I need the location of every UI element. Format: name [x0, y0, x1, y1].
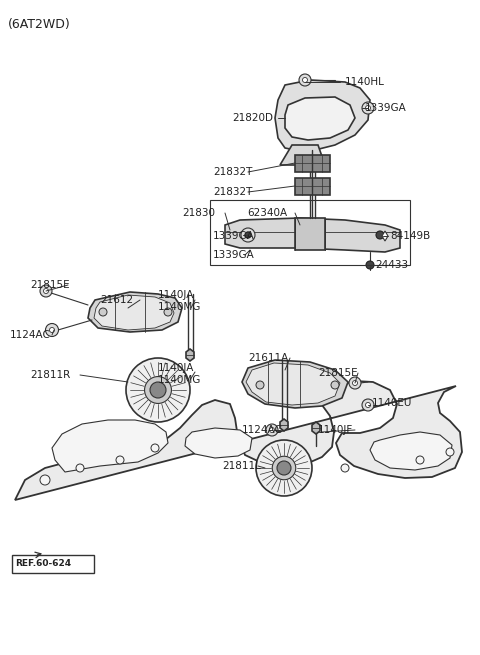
Polygon shape — [94, 295, 174, 330]
Text: (6AT2WD): (6AT2WD) — [8, 18, 71, 31]
Circle shape — [331, 381, 339, 389]
Circle shape — [446, 448, 454, 456]
Text: 1140JF: 1140JF — [318, 425, 353, 435]
Polygon shape — [52, 420, 168, 472]
Polygon shape — [185, 428, 252, 458]
Text: 1140JA: 1140JA — [158, 290, 194, 300]
Text: 1124AC: 1124AC — [242, 425, 283, 435]
Polygon shape — [15, 381, 462, 500]
Circle shape — [151, 444, 159, 452]
Polygon shape — [280, 419, 288, 431]
Circle shape — [269, 428, 275, 432]
Text: 1140HL: 1140HL — [345, 77, 385, 87]
Circle shape — [48, 326, 56, 334]
Circle shape — [364, 401, 372, 409]
Circle shape — [144, 377, 171, 403]
Circle shape — [362, 399, 374, 411]
Text: 1140EU: 1140EU — [372, 398, 412, 408]
Text: 21820D: 21820D — [232, 113, 273, 123]
Circle shape — [256, 381, 264, 389]
Text: 21832T: 21832T — [213, 187, 252, 197]
Circle shape — [244, 231, 252, 239]
Bar — [12, 555, 94, 573]
Circle shape — [301, 76, 309, 84]
Circle shape — [150, 382, 166, 398]
Circle shape — [268, 426, 276, 434]
Circle shape — [245, 232, 251, 238]
Polygon shape — [382, 231, 388, 241]
Polygon shape — [370, 432, 452, 470]
Circle shape — [44, 288, 48, 293]
Text: 1339GA: 1339GA — [213, 250, 255, 260]
Polygon shape — [285, 97, 355, 140]
Text: 24433: 24433 — [375, 260, 408, 270]
Circle shape — [40, 475, 50, 485]
Circle shape — [266, 424, 278, 436]
Text: 1140JA: 1140JA — [158, 363, 194, 373]
Text: 62340A: 62340A — [247, 208, 287, 218]
Text: 1140MG: 1140MG — [158, 375, 202, 385]
Circle shape — [46, 324, 59, 337]
Circle shape — [40, 285, 52, 297]
Bar — [210, 200, 410, 265]
Text: 1339GA: 1339GA — [213, 231, 255, 241]
Circle shape — [416, 456, 424, 464]
Text: 1124AC: 1124AC — [10, 330, 51, 340]
Circle shape — [256, 440, 312, 496]
Text: 21815E: 21815E — [30, 280, 70, 290]
Circle shape — [99, 308, 107, 316]
Circle shape — [164, 308, 172, 316]
Circle shape — [245, 232, 251, 238]
Circle shape — [241, 228, 255, 242]
Circle shape — [365, 105, 371, 111]
Circle shape — [302, 77, 308, 83]
Text: 84149B: 84149B — [390, 231, 430, 241]
Text: 21832T: 21832T — [213, 167, 252, 177]
Circle shape — [49, 328, 55, 333]
Circle shape — [351, 379, 359, 387]
Polygon shape — [280, 145, 325, 165]
Circle shape — [42, 287, 50, 295]
Polygon shape — [295, 218, 325, 250]
Circle shape — [362, 102, 374, 114]
Circle shape — [126, 358, 190, 422]
Circle shape — [364, 104, 372, 112]
Circle shape — [341, 464, 349, 472]
Polygon shape — [88, 292, 182, 332]
Polygon shape — [275, 80, 370, 150]
Text: 21611A: 21611A — [248, 353, 288, 363]
Polygon shape — [246, 363, 340, 405]
Text: 1339GA: 1339GA — [365, 103, 407, 113]
Text: 21815E: 21815E — [318, 368, 358, 378]
Circle shape — [352, 381, 358, 386]
Circle shape — [365, 403, 371, 407]
Circle shape — [366, 261, 374, 269]
Text: 21830: 21830 — [182, 208, 215, 218]
Circle shape — [376, 231, 384, 239]
Polygon shape — [242, 360, 348, 408]
Circle shape — [116, 456, 124, 464]
Text: 21811R: 21811R — [30, 370, 70, 380]
Text: 21811L: 21811L — [222, 461, 261, 471]
Text: 1140MG: 1140MG — [158, 302, 202, 312]
Polygon shape — [312, 422, 320, 434]
Circle shape — [349, 377, 361, 389]
Circle shape — [277, 461, 291, 475]
Text: 21612: 21612 — [100, 295, 133, 305]
Polygon shape — [225, 218, 400, 252]
Polygon shape — [186, 349, 194, 361]
Circle shape — [272, 457, 296, 479]
Circle shape — [76, 464, 84, 472]
Circle shape — [299, 74, 311, 86]
Text: REF.60-624: REF.60-624 — [15, 559, 71, 569]
Polygon shape — [295, 178, 330, 195]
Polygon shape — [295, 155, 330, 172]
